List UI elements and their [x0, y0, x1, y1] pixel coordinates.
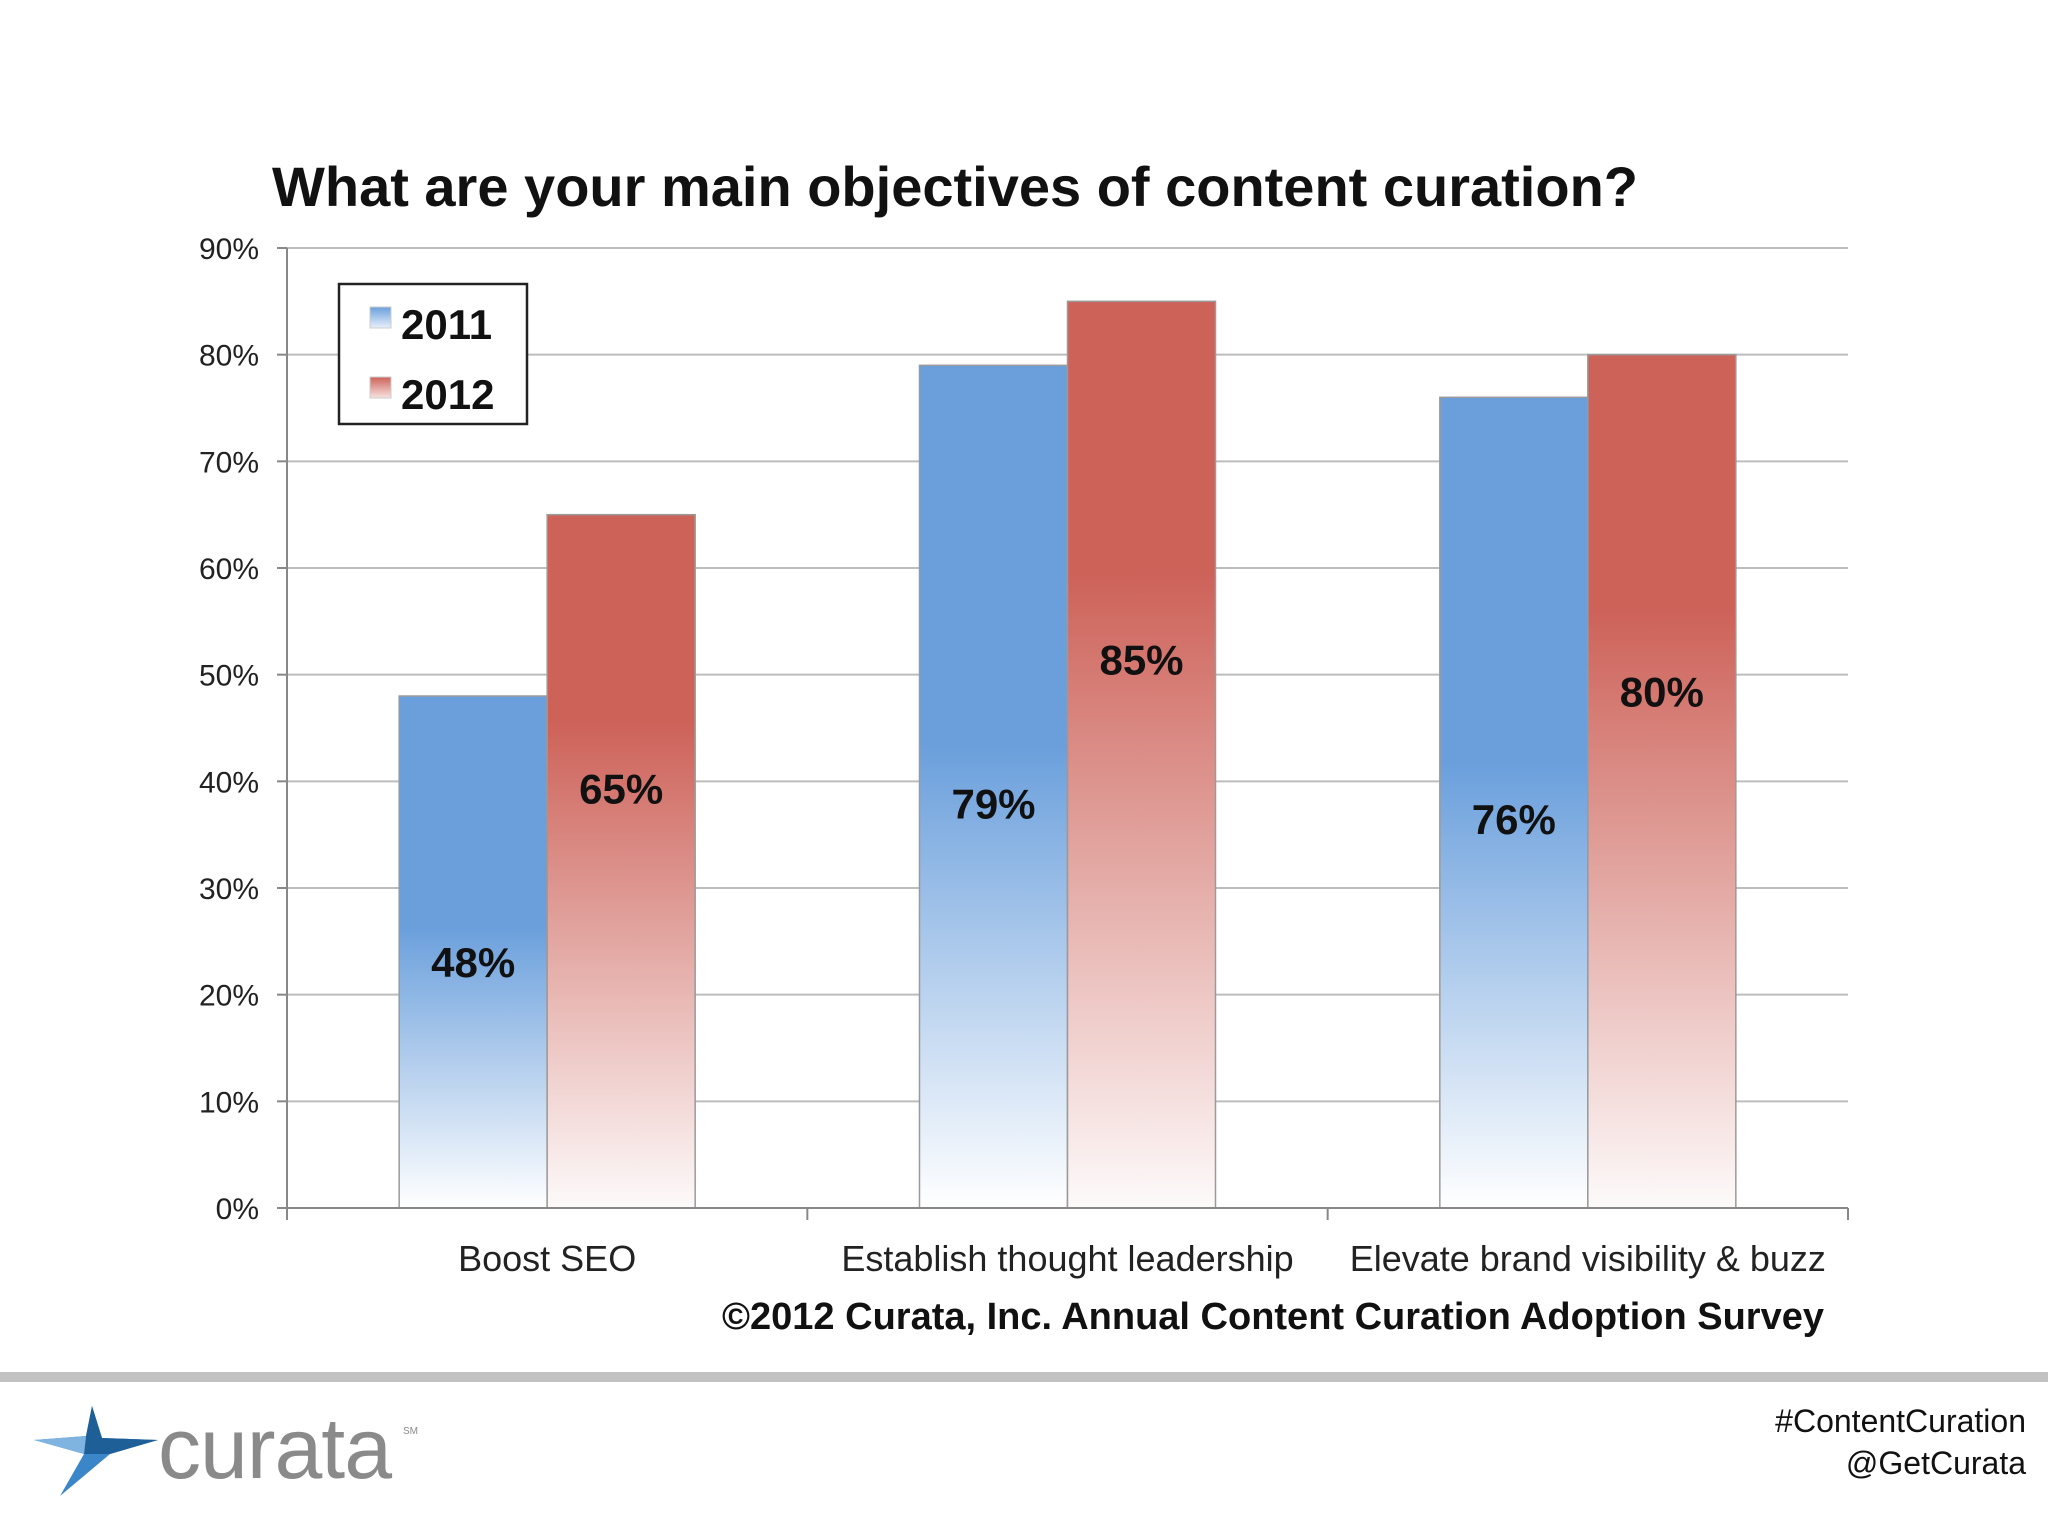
source-note: ©2012 Curata, Inc. Annual Content Curati… [722, 1296, 1824, 1338]
bar-2012-1 [546, 513, 696, 1209]
bar-2011-3 [1439, 396, 1589, 1209]
chart-title: What are your main objectives of content… [272, 155, 1638, 218]
footer-divider [0, 1372, 2048, 1382]
logo-wordmark: curata [158, 1401, 392, 1497]
curata-logo: curata SM [30, 1396, 450, 1506]
category-label-3: Elevate brand visibility & buzz [1350, 1238, 1826, 1279]
legend-swatch-2011 [369, 306, 392, 329]
bars [398, 300, 1737, 1209]
category-labels: Boost SEO Establish thought leadership Ele… [458, 1238, 1826, 1279]
y-tick-label: 10% [199, 1086, 259, 1119]
bar-2012-2 [1066, 300, 1217, 1209]
legend-label-2011: 2011 [401, 301, 492, 348]
y-tick-label: 40% [199, 766, 259, 799]
data-labels: 48% 65% 79% 85% 76% 80% [431, 636, 1704, 986]
y-tick-label: 80% [199, 340, 259, 373]
bar-2012-3 [1587, 353, 1737, 1209]
data-label-2011-1: 48% [431, 939, 515, 986]
bar-2011-2 [918, 364, 1069, 1209]
twitter-handle: @GetCurata [1845, 1445, 2026, 1481]
data-label-2012-2: 85% [1099, 636, 1183, 683]
star-logo-icon [34, 1406, 158, 1496]
hashtag-text: #ContentCuration [1775, 1403, 2026, 1439]
legend-swatch-2012 [369, 376, 392, 399]
legend: 2011 2012 [337, 282, 529, 426]
y-axis: 0% 10% 20% 30% 40% 50% 60% 70% 80% 90% [199, 233, 288, 1226]
data-label-2011-3: 76% [1472, 796, 1556, 843]
category-label-1: Boost SEO [458, 1238, 636, 1279]
bar-2011-1 [398, 695, 548, 1209]
category-label-2: Establish thought leadership [841, 1238, 1293, 1279]
y-tick-label: 90% [199, 233, 259, 266]
data-label-2012-3: 80% [1620, 669, 1704, 716]
y-tick-label: 20% [199, 980, 259, 1013]
y-tick-label: 0% [216, 1193, 259, 1226]
data-label-2011-2: 79% [951, 781, 1035, 828]
x-axis [286, 1207, 1849, 1220]
legend-label-2012: 2012 [401, 371, 494, 418]
y-tick-label: 50% [199, 660, 259, 693]
footer-social: #ContentCuration @GetCurata [1775, 1400, 2026, 1484]
logo-servicemark: SM [403, 1426, 418, 1437]
y-tick-label: 60% [199, 553, 259, 586]
y-tick-label: 70% [199, 446, 259, 479]
y-tick-label: 30% [199, 873, 259, 906]
data-label-2012-1: 65% [579, 766, 663, 813]
